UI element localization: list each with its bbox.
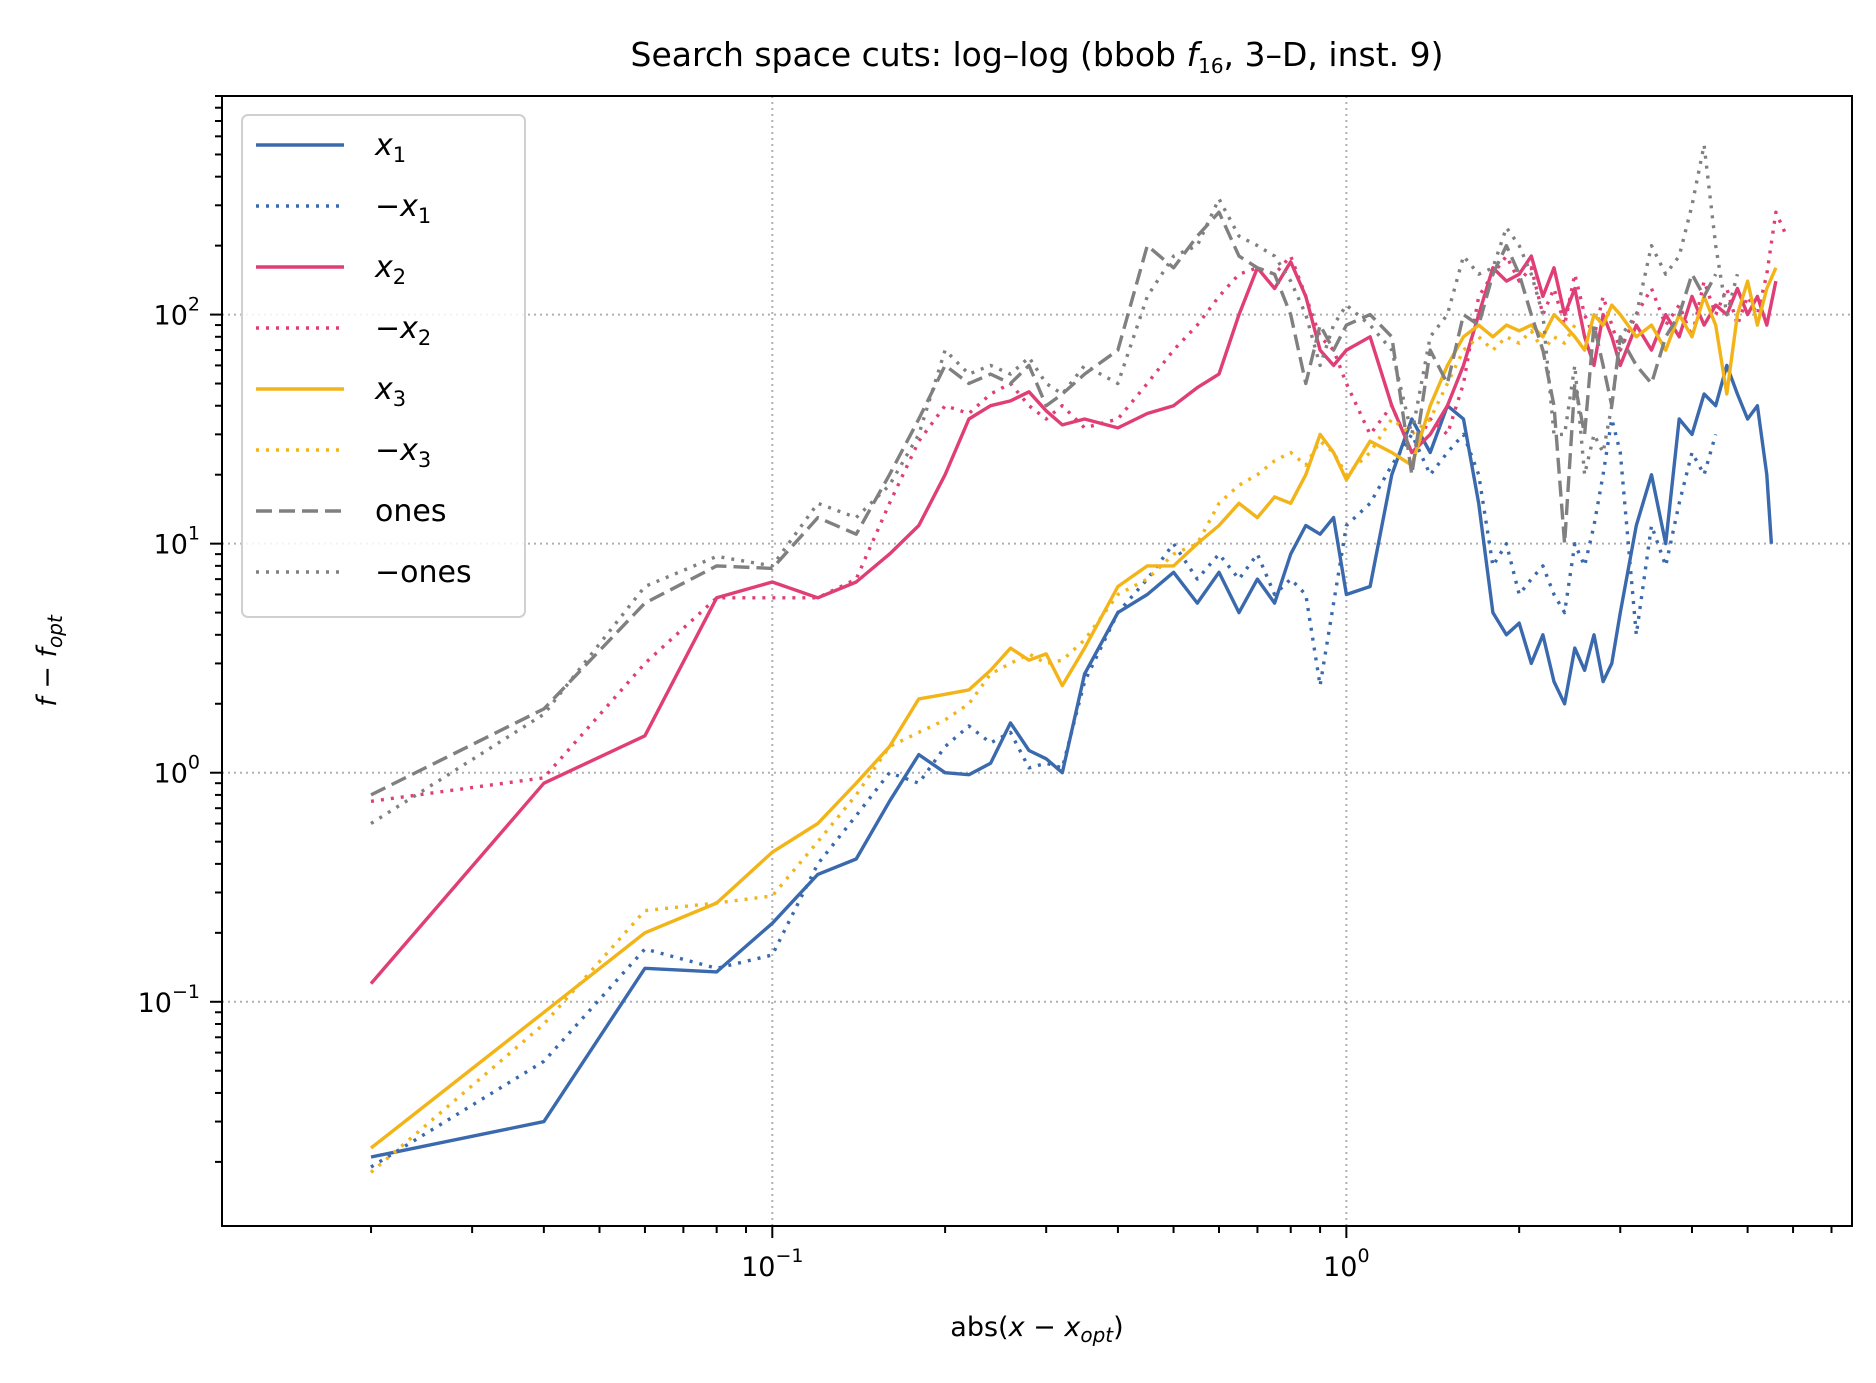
- x-tick-exp: −1: [775, 1245, 803, 1267]
- xlabel-x: x: [1008, 1312, 1026, 1343]
- y-tick-label: 102: [154, 294, 200, 332]
- y-tick-exp: 0: [188, 752, 200, 774]
- x-tick-base: 10: [1323, 1252, 1357, 1283]
- xlabel-xopt: x: [1063, 1312, 1081, 1343]
- legend-sub: 1: [418, 204, 431, 228]
- legend-main: x: [374, 372, 393, 407]
- legend-label-7: −ones: [375, 555, 472, 590]
- xlabel-suffix: ): [1113, 1312, 1124, 1343]
- legend-main: ones: [375, 494, 446, 529]
- legend-box: [241, 114, 526, 618]
- x-tick-exp: 0: [1357, 1245, 1369, 1267]
- ylabel-sub: opt: [43, 614, 67, 648]
- y-tick-base: 10: [154, 530, 188, 561]
- legend-prefix: −: [375, 189, 400, 224]
- legend-main: x: [399, 189, 418, 224]
- y-tick-exp: −1: [172, 981, 200, 1003]
- legend-main: ones: [400, 555, 471, 590]
- y-tick-label: 10−1: [138, 981, 200, 1019]
- legend-label-0: x1: [374, 128, 406, 167]
- series-line-4: [369, 267, 1778, 1150]
- legend-main: x: [374, 128, 393, 163]
- x-tick-label: 100: [1323, 1245, 1369, 1283]
- ylabel-minus: −: [32, 657, 63, 697]
- series-line-5: [369, 324, 1577, 1174]
- title-sub: 16: [1198, 54, 1223, 78]
- x-tick-label: 10−1: [741, 1245, 803, 1283]
- legend-main: x: [374, 250, 393, 285]
- y-tick-base: 10: [138, 988, 172, 1019]
- xlabel-minus: −: [1025, 1312, 1065, 1343]
- title-prefix: Search space cuts: log–log (bbob: [631, 35, 1187, 74]
- legend-sub: 2: [418, 326, 431, 350]
- y-tick-exp: 1: [188, 523, 200, 545]
- legend-sub: 1: [393, 143, 406, 167]
- legend-label-2: x2: [374, 250, 406, 289]
- series-line-1: [370, 417, 1718, 1169]
- legend-label-3: −x2: [375, 311, 431, 350]
- series-line-0: [370, 363, 1774, 1159]
- x-tick-base: 10: [741, 1252, 775, 1283]
- y-tick-label: 101: [154, 523, 200, 561]
- legend-sub: 3: [418, 448, 431, 472]
- xlabel-sub: opt: [1080, 1323, 1114, 1347]
- chart-title: Search space cuts: log–log (bbob f16, 3–…: [631, 35, 1444, 78]
- x-axis-label: abs(x − xopt): [950, 1312, 1123, 1347]
- legend-sub: 3: [393, 387, 406, 411]
- legend-main: x: [399, 433, 418, 468]
- xlabel-prefix: abs(: [950, 1312, 1008, 1343]
- series-line-3: [370, 210, 1787, 803]
- y-tick-exp: 2: [188, 294, 200, 316]
- title-suffix: , 3–D, inst. 9): [1224, 35, 1444, 74]
- legend-label-1: −x1: [375, 189, 431, 228]
- legend-prefix: −: [375, 311, 400, 346]
- legend-label-5: −x3: [375, 433, 431, 472]
- legend-prefix: −: [375, 433, 400, 468]
- plot-frame: [221, 95, 1853, 1227]
- series-line-6: [370, 210, 1718, 797]
- legend-sub: 2: [393, 265, 406, 289]
- legend-label-4: x3: [374, 372, 406, 411]
- legend-prefix: −: [375, 555, 400, 590]
- y-tick-label: 100: [154, 752, 200, 790]
- series-layer: [369, 143, 1787, 1174]
- legend-label-6: ones: [375, 494, 446, 529]
- y-tick-base: 10: [154, 759, 188, 790]
- y-tick-base: 10: [154, 301, 188, 332]
- legend-main: x: [399, 311, 418, 346]
